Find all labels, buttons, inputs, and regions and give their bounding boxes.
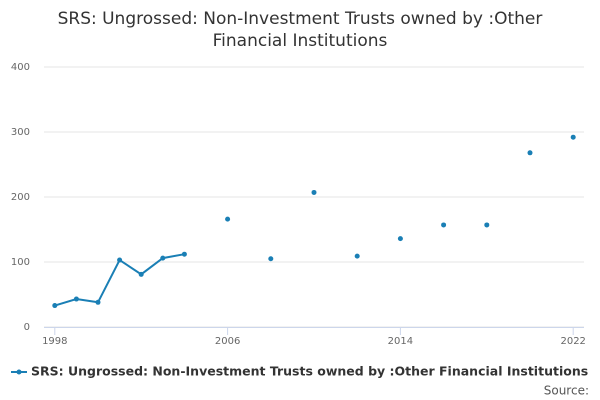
- point: [570, 134, 576, 140]
- legend-label: SRS: Ungrossed: Non-Investment Trusts ow…: [31, 364, 588, 379]
- x-tick-label: 1998: [42, 336, 67, 347]
- x-tick-label: 2022: [560, 336, 585, 347]
- point: [311, 189, 317, 195]
- chart-title: SRS: Ungrossed: Non-Investment Trusts ow…: [57, 9, 543, 51]
- x-tick-label: 2006: [215, 336, 240, 347]
- point: [397, 236, 403, 242]
- legend-marker: [16, 369, 22, 375]
- point: [354, 253, 360, 259]
- point: [95, 299, 101, 305]
- point: [52, 303, 58, 309]
- series-line: [55, 137, 573, 305]
- point: [441, 222, 447, 228]
- point: [117, 257, 123, 263]
- point: [138, 271, 144, 277]
- point: [268, 256, 274, 262]
- point: [73, 296, 79, 302]
- point: [225, 216, 231, 222]
- point: [484, 222, 490, 228]
- point: [160, 255, 166, 261]
- y-tick-label: 0: [24, 322, 30, 333]
- x-tick-label: 2014: [388, 336, 413, 347]
- y-tick-label: 100: [11, 257, 30, 268]
- y-tick-label: 300: [11, 127, 30, 138]
- point: [181, 251, 187, 257]
- source-label: Source:: [544, 384, 589, 398]
- point: [527, 150, 533, 156]
- y-tick-label: 200: [11, 192, 30, 203]
- y-tick-label: 400: [11, 62, 30, 73]
